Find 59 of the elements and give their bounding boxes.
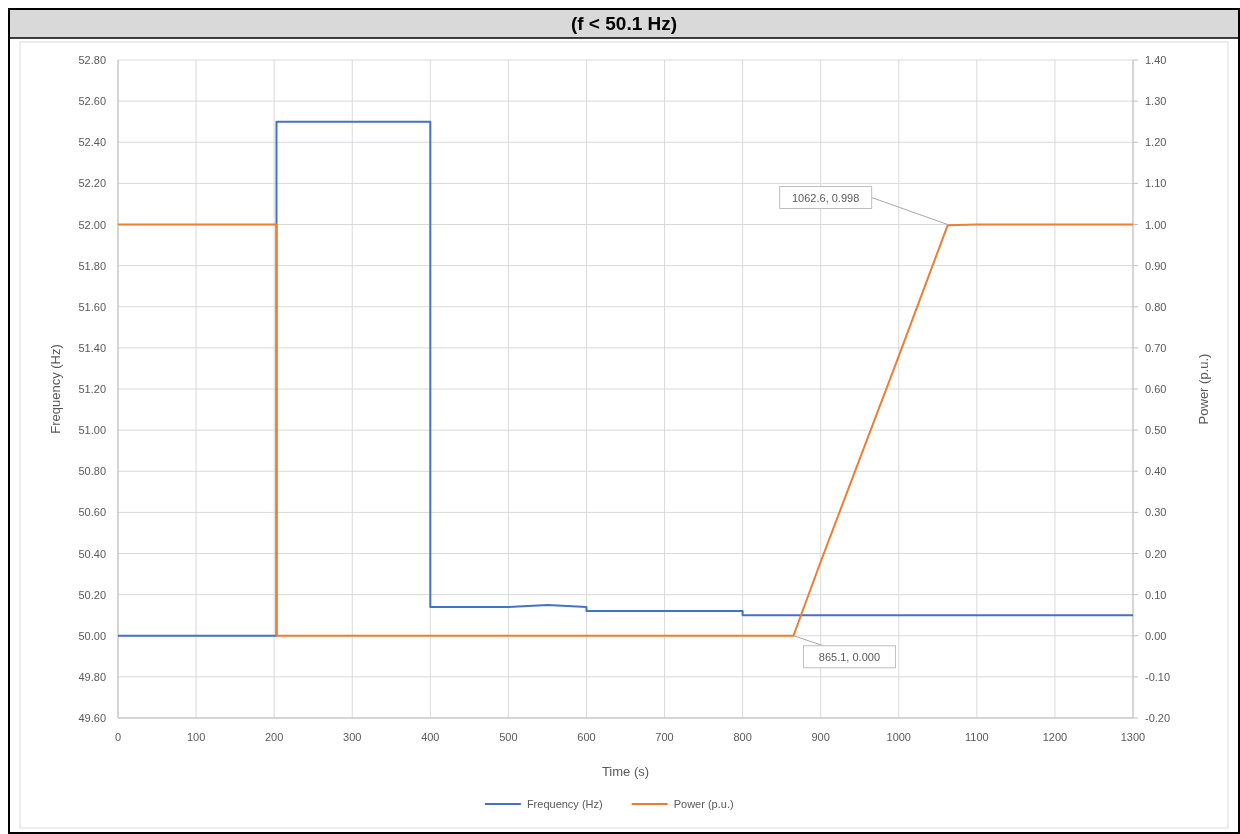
x-tick-label: 1200	[1042, 731, 1068, 743]
x-tick-label: 800	[733, 731, 752, 743]
y-tick-label: 52.20	[78, 177, 106, 190]
chart-title: (f < 50.1 Hz)	[570, 13, 678, 34]
y2-axis-title: Power (p.u.)	[1196, 353, 1211, 425]
legend-label: Power (p.u.)	[673, 798, 734, 810]
y-tick-label: 51.20	[78, 383, 106, 395]
y-tick-label: 49.60	[78, 712, 106, 724]
y-tick-label: 51.40	[78, 341, 106, 354]
y2-tick-label: 1.40	[1145, 54, 1167, 66]
y-tick-label: 52.40	[78, 136, 106, 149]
y2-tick-label: 0.60	[1145, 383, 1167, 395]
x-tick-label: 900	[811, 731, 830, 743]
callout: 1062.6, 0.998	[779, 186, 949, 225]
y2-tick-label: 1.00	[1145, 218, 1167, 231]
y2-tick-label: 0.00	[1145, 629, 1167, 642]
y2-tick-label: 1.30	[1145, 95, 1167, 108]
legend-label: Frequency (Hz)	[526, 798, 603, 810]
y-tick-label: 50.80	[78, 465, 106, 478]
y-tick-label: 51.60	[78, 300, 106, 313]
annotation: 1062.6, 0.998	[792, 191, 860, 204]
y2-tick-label: -0.10	[1145, 670, 1171, 683]
y2-tick-label: 0.70	[1145, 341, 1167, 354]
x-axis-title: Time (s)	[601, 764, 650, 779]
x-tick-label: 500	[499, 731, 518, 743]
x-tick-label: 400	[421, 731, 440, 743]
x-tick-label: 1000	[886, 731, 912, 743]
y-tick-label: 49.80	[78, 670, 106, 683]
y2-tick-label: -0.20	[1145, 712, 1171, 724]
x-tick-label: 700	[655, 731, 674, 743]
y-tick-label: 52.60	[78, 95, 106, 108]
y2-tick-label: 0.30	[1145, 506, 1167, 519]
y-tick-label: 50.60	[78, 506, 106, 519]
y-tick-label: 50.00	[78, 629, 106, 642]
y2-tick-label: 1.10	[1145, 177, 1167, 190]
y-tick-label: 50.40	[78, 547, 106, 560]
y-tick-label: 52.80	[78, 54, 106, 66]
x-tick-label: 600	[577, 731, 596, 743]
x-tick-label: 1100	[965, 731, 989, 743]
callout: 865.1, 0.000	[792, 635, 896, 669]
y-axis-title: Frequency (Hz)	[48, 344, 63, 434]
x-tick-label: 200	[264, 731, 284, 743]
y2-tick-label: 0.20	[1145, 547, 1167, 560]
x-tick-label: 100	[186, 731, 206, 743]
y-tick-label: 52.00	[78, 218, 106, 231]
y-tick-label: 50.20	[78, 588, 106, 601]
line-series	[117, 223, 1134, 637]
y2-tick-label: 0.90	[1145, 259, 1167, 272]
y-tick-label: 51.80	[78, 259, 106, 272]
x-tick-label: 1300	[1120, 731, 1146, 743]
x-tick-label: 0	[114, 731, 122, 743]
y2-tick-label: 0.10	[1145, 588, 1167, 601]
annotation: 865.1, 0.000	[818, 650, 881, 663]
y2-tick-label: 0.80	[1145, 300, 1167, 313]
y-tick-label: 51.00	[78, 424, 106, 437]
y2-tick-label: 0.40	[1145, 465, 1167, 478]
y2-tick-label: 0.50	[1145, 424, 1167, 437]
x-tick-label: 300	[343, 731, 362, 743]
y2-tick-label: 1.20	[1145, 136, 1167, 149]
